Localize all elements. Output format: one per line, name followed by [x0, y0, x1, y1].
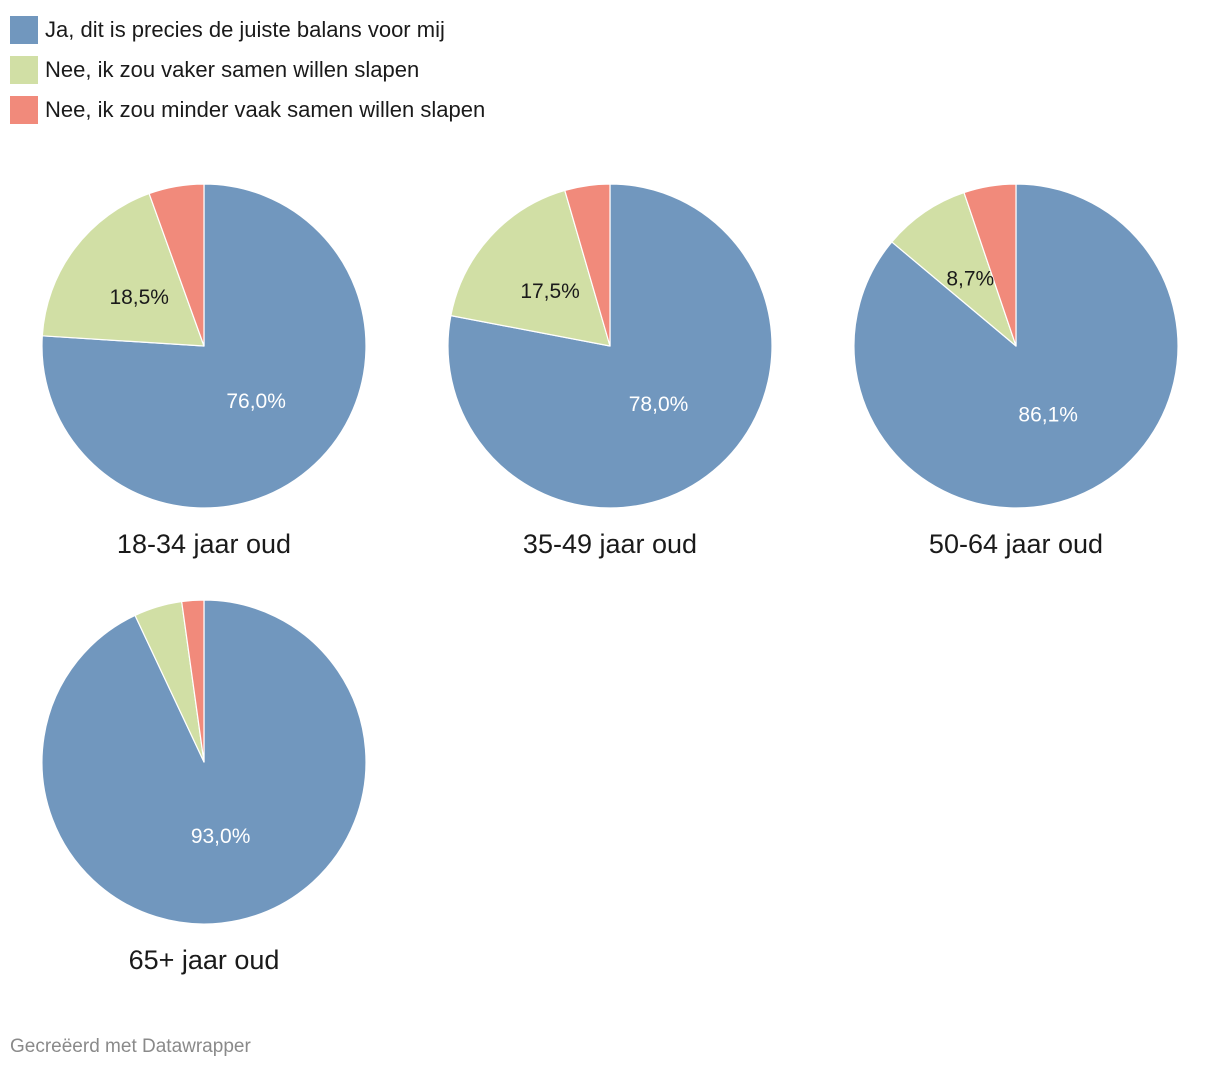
legend-item: Ja, dit is precies de juiste balans voor…	[10, 10, 485, 50]
pie-slice	[450, 189, 611, 347]
pie-slice	[181, 599, 205, 763]
chart-title: 50-64 jaar oud	[929, 529, 1103, 559]
data-label: 93,0%	[191, 825, 251, 848]
chart-title: 35-49 jaar oud	[523, 529, 697, 559]
pie-slice	[564, 183, 611, 347]
pie-chart: 93,0% 65+ jaar oud	[41, 599, 367, 975]
pie-chart: 76,0% 18,5% 18-34 jaar oud	[41, 183, 367, 559]
legend-label: Ja, dit is precies de juiste balans voor…	[45, 17, 445, 42]
legend: Ja, dit is precies de juiste balans voor…	[10, 10, 485, 130]
legend-label: Nee, ik zou minder vaak samen willen sla…	[45, 97, 486, 122]
data-label: 8,7%	[946, 268, 994, 291]
chart-title: 65+ jaar oud	[129, 945, 280, 975]
data-label: 78,0%	[629, 393, 689, 416]
pie-slice	[148, 183, 205, 347]
pie-slice	[963, 183, 1017, 347]
pie-slice	[891, 191, 1017, 347]
pie-slice	[41, 192, 205, 347]
chart-title: 18-34 jaar oud	[117, 529, 291, 559]
footer-credit: Gecreëerd met Datawrapper	[10, 1036, 251, 1057]
data-label: 86,1%	[1018, 403, 1078, 426]
legend-swatch	[10, 96, 38, 124]
legend-label: Nee, ik zou vaker samen willen slapen	[45, 57, 420, 82]
data-label: 18,5%	[109, 286, 169, 309]
pie-chart: 86,1% 8,7% 50-64 jaar oud	[853, 183, 1179, 559]
legend-swatch	[10, 56, 38, 84]
legend-item: Nee, ik zou minder vaak samen willen sla…	[10, 90, 485, 130]
legend-swatch	[10, 16, 38, 44]
legend-item: Nee, ik zou vaker samen willen slapen	[10, 50, 485, 90]
data-label: 76,0%	[226, 390, 286, 413]
data-label: 17,5%	[520, 280, 580, 303]
pie-chart: 78,0% 17,5% 35-49 jaar oud	[447, 183, 773, 559]
